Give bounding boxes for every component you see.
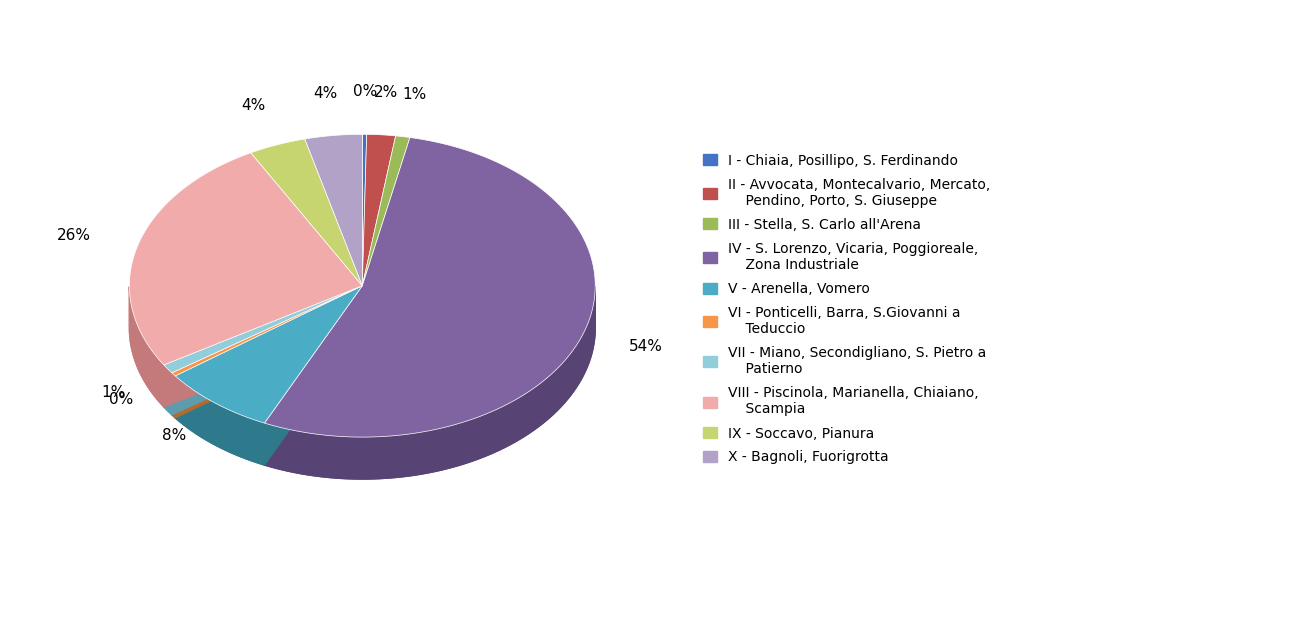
Polygon shape (175, 286, 362, 418)
Polygon shape (175, 286, 362, 418)
Text: 4%: 4% (241, 98, 265, 113)
Legend: I - Chiaia, Posillipo, S. Ferdinando, II - Avvocata, Montecalvario, Mercato,
   : I - Chiaia, Posillipo, S. Ferdinando, II… (699, 150, 995, 468)
Polygon shape (362, 134, 396, 286)
Polygon shape (251, 139, 362, 286)
Polygon shape (172, 286, 362, 376)
Polygon shape (305, 134, 362, 286)
Polygon shape (129, 286, 164, 407)
Polygon shape (264, 286, 362, 465)
Text: 4%: 4% (313, 86, 338, 101)
Polygon shape (164, 286, 362, 373)
Polygon shape (172, 286, 362, 415)
Polygon shape (264, 138, 595, 437)
Polygon shape (164, 286, 362, 407)
Polygon shape (164, 365, 172, 415)
Polygon shape (264, 287, 595, 479)
Polygon shape (264, 286, 362, 465)
Polygon shape (129, 287, 164, 407)
Text: 2%: 2% (374, 85, 399, 100)
Text: 1%: 1% (101, 385, 126, 400)
Text: 8%: 8% (162, 428, 186, 444)
Polygon shape (172, 286, 362, 415)
Polygon shape (172, 373, 175, 418)
Polygon shape (164, 365, 172, 415)
Polygon shape (264, 290, 595, 479)
Text: 0%: 0% (109, 392, 133, 407)
Text: 54%: 54% (629, 339, 663, 354)
Text: 1%: 1% (402, 87, 426, 103)
Polygon shape (175, 376, 264, 465)
Polygon shape (164, 286, 362, 407)
Polygon shape (129, 153, 362, 365)
Polygon shape (362, 134, 366, 286)
Text: 26%: 26% (57, 228, 92, 243)
Polygon shape (175, 286, 362, 423)
Text: 0%: 0% (353, 85, 378, 99)
Polygon shape (172, 373, 175, 418)
Polygon shape (362, 136, 410, 286)
Polygon shape (175, 376, 264, 465)
